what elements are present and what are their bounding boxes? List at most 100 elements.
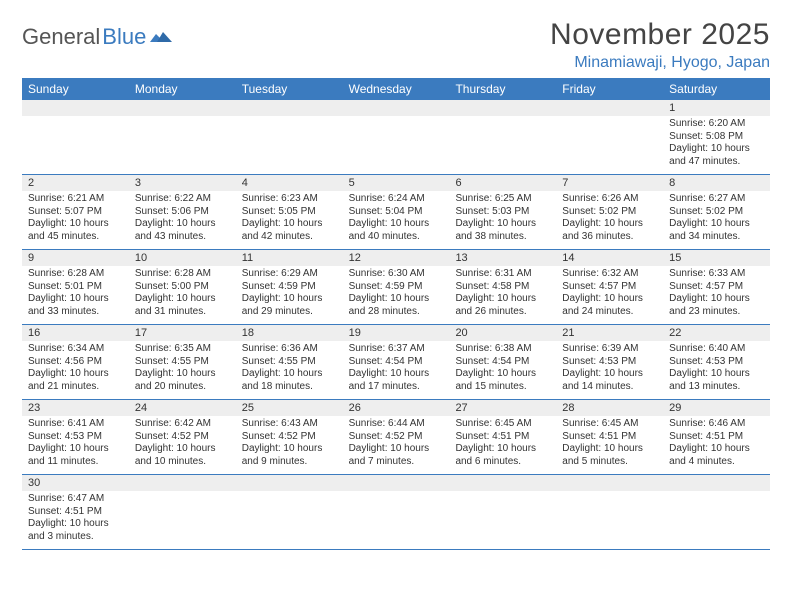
detail-line: Sunrise: 6:25 AM xyxy=(455,193,552,206)
day-detail: Sunrise: 6:39 AMSunset: 4:53 PMDaylight:… xyxy=(556,341,663,399)
detail-line: and 5 minutes. xyxy=(562,456,659,469)
detail-line: Sunrise: 6:30 AM xyxy=(349,268,446,281)
detail-line: Sunrise: 6:36 AM xyxy=(242,343,339,356)
detail-line: Daylight: 10 hours xyxy=(28,293,125,306)
logo-text-general: General xyxy=(22,24,100,50)
detail-line: and 31 minutes. xyxy=(135,306,232,319)
day-detail: Sunrise: 6:46 AMSunset: 4:51 PMDaylight:… xyxy=(663,416,770,474)
day-header: Thursday xyxy=(449,78,556,100)
detail-line: Daylight: 10 hours xyxy=(455,443,552,456)
day-number: 1 xyxy=(663,100,770,116)
month-title: November 2025 xyxy=(550,18,770,52)
day-number xyxy=(129,475,236,491)
weeks-container: 1Sunrise: 6:20 AMSunset: 5:08 PMDaylight… xyxy=(22,100,770,550)
detail-line: Sunset: 4:55 PM xyxy=(242,356,339,369)
day-detail: Sunrise: 6:45 AMSunset: 4:51 PMDaylight:… xyxy=(449,416,556,474)
detail-line: Sunset: 5:07 PM xyxy=(28,206,125,219)
day-detail: Sunrise: 6:26 AMSunset: 5:02 PMDaylight:… xyxy=(556,191,663,249)
detail-line: Sunrise: 6:34 AM xyxy=(28,343,125,356)
day-number xyxy=(449,475,556,491)
day-detail xyxy=(22,116,129,174)
day-detail: Sunrise: 6:42 AMSunset: 4:52 PMDaylight:… xyxy=(129,416,236,474)
day-detail: Sunrise: 6:24 AMSunset: 5:04 PMDaylight:… xyxy=(343,191,450,249)
day-number: 5 xyxy=(343,175,450,191)
detail-line: and 28 minutes. xyxy=(349,306,446,319)
detail-line: and 17 minutes. xyxy=(349,381,446,394)
week: 2345678Sunrise: 6:21 AMSunset: 5:07 PMDa… xyxy=(22,175,770,250)
detail-line: Sunset: 5:06 PM xyxy=(135,206,232,219)
detail-line: Daylight: 10 hours xyxy=(349,293,446,306)
detail-line: Sunrise: 6:21 AM xyxy=(28,193,125,206)
detail-line: Sunrise: 6:29 AM xyxy=(242,268,339,281)
day-number: 6 xyxy=(449,175,556,191)
day-number: 11 xyxy=(236,250,343,266)
detail-line: Sunset: 4:51 PM xyxy=(669,431,766,444)
day-detail: Sunrise: 6:22 AMSunset: 5:06 PMDaylight:… xyxy=(129,191,236,249)
day-number: 28 xyxy=(556,400,663,416)
day-detail: Sunrise: 6:28 AMSunset: 5:01 PMDaylight:… xyxy=(22,266,129,324)
detail-line: Daylight: 10 hours xyxy=(349,368,446,381)
header: GeneralBlue November 2025 Minamiawaji, H… xyxy=(22,18,770,72)
detail-line: Daylight: 10 hours xyxy=(562,443,659,456)
day-header: Friday xyxy=(556,78,663,100)
day-detail xyxy=(556,116,663,174)
day-number: 16 xyxy=(22,325,129,341)
detail-line: and 40 minutes. xyxy=(349,231,446,244)
detail-line: Daylight: 10 hours xyxy=(669,293,766,306)
day-number xyxy=(343,475,450,491)
detail-line: and 26 minutes. xyxy=(455,306,552,319)
detail-line: and 45 minutes. xyxy=(28,231,125,244)
details-row: Sunrise: 6:47 AMSunset: 4:51 PMDaylight:… xyxy=(22,491,770,549)
day-number: 22 xyxy=(663,325,770,341)
detail-line: Sunrise: 6:40 AM xyxy=(669,343,766,356)
day-detail xyxy=(449,116,556,174)
day-detail: Sunrise: 6:29 AMSunset: 4:59 PMDaylight:… xyxy=(236,266,343,324)
detail-line: and 6 minutes. xyxy=(455,456,552,469)
week: 30Sunrise: 6:47 AMSunset: 4:51 PMDayligh… xyxy=(22,475,770,550)
day-detail: Sunrise: 6:33 AMSunset: 4:57 PMDaylight:… xyxy=(663,266,770,324)
detail-line: Daylight: 10 hours xyxy=(669,143,766,156)
detail-line: Sunrise: 6:45 AM xyxy=(455,418,552,431)
detail-line: and 34 minutes. xyxy=(669,231,766,244)
detail-line: Sunrise: 6:22 AM xyxy=(135,193,232,206)
day-detail xyxy=(236,116,343,174)
day-detail: Sunrise: 6:45 AMSunset: 4:51 PMDaylight:… xyxy=(556,416,663,474)
detail-line: and 43 minutes. xyxy=(135,231,232,244)
flag-icon xyxy=(150,24,172,50)
detail-line: Sunset: 4:52 PM xyxy=(135,431,232,444)
detail-line: Daylight: 10 hours xyxy=(28,368,125,381)
detail-line: Daylight: 10 hours xyxy=(242,443,339,456)
week: 23242526272829Sunrise: 6:41 AMSunset: 4:… xyxy=(22,400,770,475)
detail-line: Sunset: 4:58 PM xyxy=(455,281,552,294)
details-row: Sunrise: 6:20 AMSunset: 5:08 PMDaylight:… xyxy=(22,116,770,174)
detail-line: Sunrise: 6:37 AM xyxy=(349,343,446,356)
day-number: 27 xyxy=(449,400,556,416)
week: 16171819202122Sunrise: 6:34 AMSunset: 4:… xyxy=(22,325,770,400)
day-number: 15 xyxy=(663,250,770,266)
day-detail: Sunrise: 6:30 AMSunset: 4:59 PMDaylight:… xyxy=(343,266,450,324)
daynum-row: 23242526272829 xyxy=(22,400,770,416)
detail-line: and 4 minutes. xyxy=(669,456,766,469)
day-number: 29 xyxy=(663,400,770,416)
detail-line: Sunset: 4:59 PM xyxy=(349,281,446,294)
day-header: Saturday xyxy=(663,78,770,100)
detail-line: Sunset: 4:52 PM xyxy=(242,431,339,444)
day-number: 10 xyxy=(129,250,236,266)
detail-line: Sunset: 4:57 PM xyxy=(562,281,659,294)
detail-line: Sunrise: 6:45 AM xyxy=(562,418,659,431)
detail-line: and 42 minutes. xyxy=(242,231,339,244)
detail-line: Sunset: 5:01 PM xyxy=(28,281,125,294)
detail-line: and 21 minutes. xyxy=(28,381,125,394)
day-detail: Sunrise: 6:43 AMSunset: 4:52 PMDaylight:… xyxy=(236,416,343,474)
detail-line: Daylight: 10 hours xyxy=(562,218,659,231)
detail-line: and 14 minutes. xyxy=(562,381,659,394)
day-number: 12 xyxy=(343,250,450,266)
detail-line: and 18 minutes. xyxy=(242,381,339,394)
day-number: 13 xyxy=(449,250,556,266)
detail-line: Daylight: 10 hours xyxy=(669,443,766,456)
detail-line: Sunrise: 6:44 AM xyxy=(349,418,446,431)
detail-line: Sunrise: 6:24 AM xyxy=(349,193,446,206)
day-detail xyxy=(129,116,236,174)
day-number xyxy=(129,100,236,116)
detail-line: Sunset: 4:54 PM xyxy=(349,356,446,369)
